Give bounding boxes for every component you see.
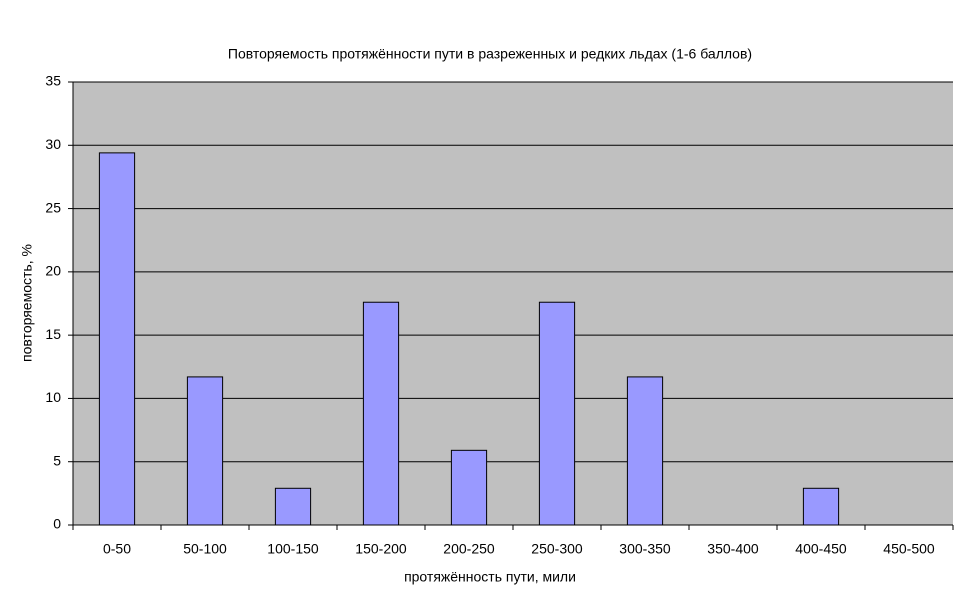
x-tick-label: 100-150 [267, 541, 319, 557]
bar [274, 487, 312, 526]
y-axis-label: повторяемость, % [19, 244, 35, 362]
x-tick-label: 450-500 [883, 541, 935, 557]
y-tick-label: 20 [45, 263, 61, 279]
bar [538, 301, 576, 526]
chart-title: Повторяемость протяжённости пути в разре… [228, 46, 752, 62]
y-tick-label: 30 [45, 136, 61, 152]
bar [362, 301, 400, 526]
bar [186, 376, 224, 526]
x-tick-label: 50-100 [183, 541, 227, 557]
x-tick-label: 350-400 [707, 541, 759, 557]
y-tick-label: 35 [45, 73, 61, 89]
x-tick-label: 150-200 [355, 541, 407, 557]
x-axis-label: протяжённость пути, мили [404, 569, 576, 585]
bar [802, 487, 840, 526]
y-tick-label: 0 [53, 516, 61, 532]
y-tick-label: 15 [45, 326, 61, 342]
x-tick-label: 0-50 [103, 541, 131, 557]
x-tick-label: 400-450 [795, 541, 847, 557]
bar [98, 152, 136, 526]
bar [450, 449, 488, 526]
y-tick-label: 25 [45, 199, 61, 215]
y-tick-label: 5 [53, 452, 61, 468]
x-tick-label: 300-350 [619, 541, 671, 557]
x-tick-label: 250-300 [531, 541, 583, 557]
x-tick-label: 200-250 [443, 541, 495, 557]
y-tick-label: 10 [45, 389, 61, 405]
bar [626, 376, 664, 526]
